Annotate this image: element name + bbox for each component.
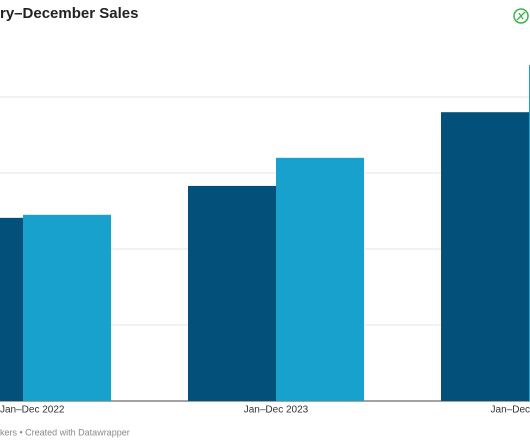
chart-title: ry–December Sales [0, 5, 138, 22]
x-tick-label: Jan–Dec 2023 [244, 405, 309, 416]
footer: kers • Created with Datawrapper [0, 427, 130, 437]
bar [23, 214, 111, 401]
bar [276, 157, 364, 401]
x-tick-label: Jan–Dec [491, 405, 530, 416]
logo-icon [513, 8, 529, 24]
bar [188, 185, 276, 401]
bar [441, 112, 529, 401]
x-tick-label: Jan–Dec 2022 [0, 405, 65, 416]
bar [0, 217, 23, 401]
